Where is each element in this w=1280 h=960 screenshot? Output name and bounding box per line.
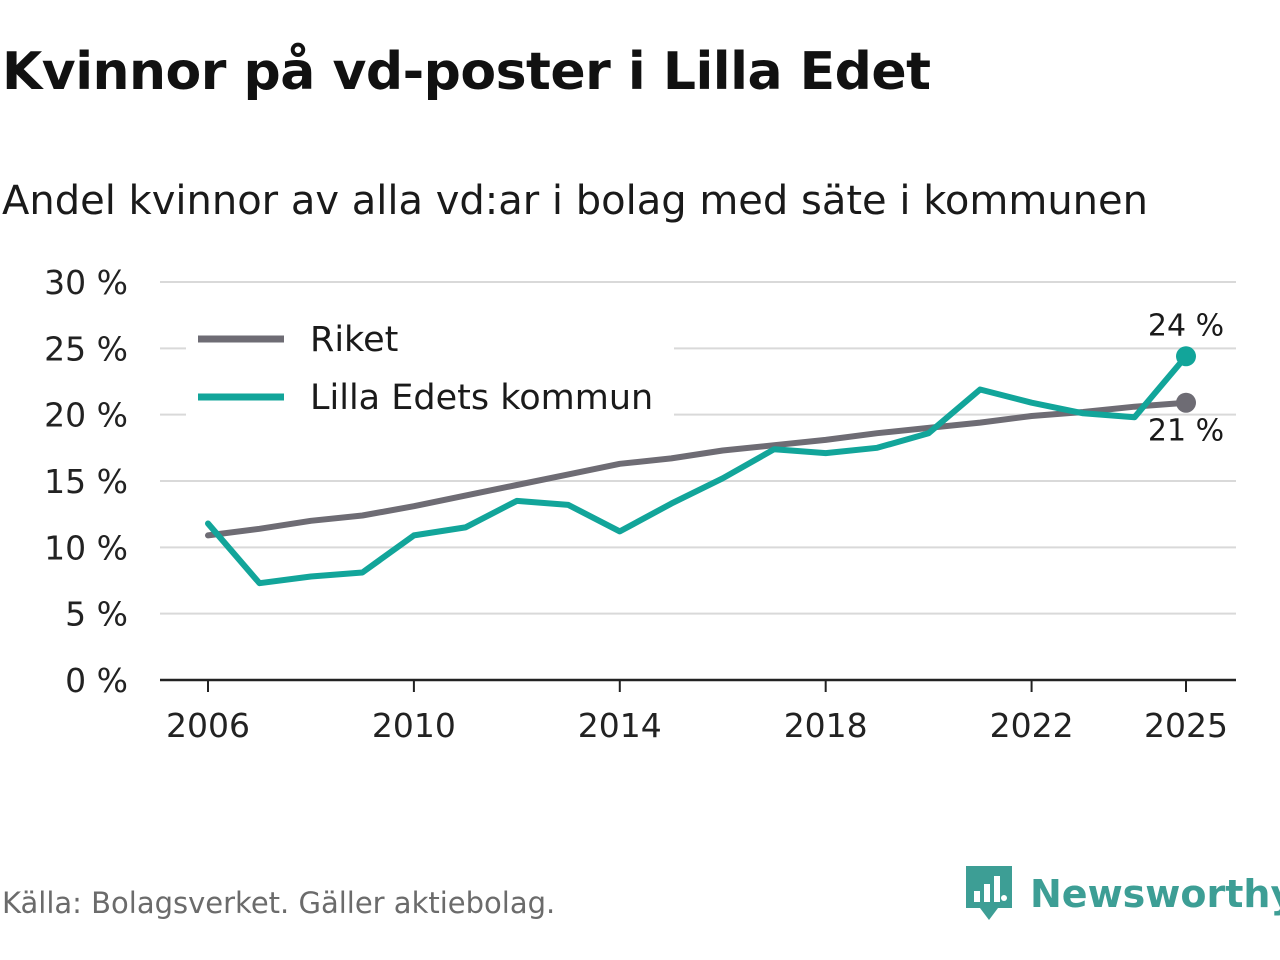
- x-tick-label: 2006: [166, 706, 250, 745]
- newsworthy-logo: Newsworthy: [964, 864, 1280, 924]
- chart-title: Kvinnor på vd-poster i Lilla Edet: [2, 42, 931, 102]
- end-labels: 24 % 21 %: [1148, 308, 1224, 448]
- brand-name: Newsworthy: [1030, 872, 1280, 916]
- y-tick-label: 15 %: [44, 462, 128, 501]
- legend-label-riket: Riket: [310, 320, 398, 360]
- y-tick-label: 5 %: [65, 595, 128, 634]
- x-tick-label: 2022: [990, 706, 1074, 745]
- y-axis-ticks: 0 % 5 % 10 % 15 % 20 % 25 % 30 %: [44, 263, 128, 700]
- x-tick-label: 2018: [784, 706, 868, 745]
- y-tick-label: 30 %: [44, 263, 128, 302]
- legend-label-kommun: Lilla Edets kommun: [310, 378, 653, 418]
- x-tick-label: 2025: [1144, 706, 1228, 745]
- x-tick-label: 2014: [578, 706, 662, 745]
- newsworthy-bars-icon: [966, 866, 1012, 920]
- y-tick-label: 10 %: [44, 528, 128, 567]
- source-note: Källa: Bolagsverket. Gäller aktiebolag.: [2, 886, 556, 920]
- y-tick-label: 25 %: [44, 329, 128, 368]
- end-label-kommun: 24 %: [1148, 308, 1224, 343]
- series-lines: [205, 346, 1196, 587]
- series-line-kommun: [205, 353, 1189, 587]
- x-tick-label: 2010: [372, 706, 456, 745]
- series-line-riket: [205, 399, 1189, 539]
- end-point-riket: [1176, 392, 1196, 413]
- y-tick-label: 0 %: [65, 661, 128, 700]
- end-point-kommun: [1176, 346, 1196, 367]
- legend: Riket Lilla Edets kommun: [186, 308, 674, 420]
- x-axis-ticks: 2006 2010 2014 2018 2022 2025: [160, 678, 1236, 745]
- chart-subtitle: Andel kvinnor av alla vd:ar i bolag med …: [2, 178, 1148, 224]
- end-label-riket: 21 %: [1148, 414, 1224, 449]
- y-tick-label: 20 %: [44, 396, 128, 435]
- legend-background: [186, 308, 674, 420]
